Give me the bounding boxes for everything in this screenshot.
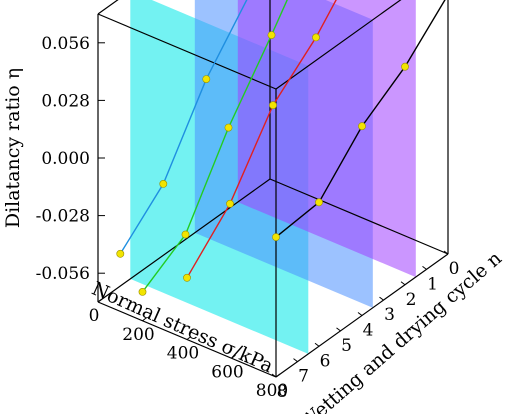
z-tick-label: 0.028 xyxy=(41,91,90,111)
data-point xyxy=(138,287,147,296)
x-tick-label: 200 xyxy=(122,325,154,345)
data-point xyxy=(226,199,234,208)
y-tick-label: 7 xyxy=(298,367,309,387)
data-point xyxy=(401,62,409,71)
z-tick-label: -0.028 xyxy=(36,207,90,227)
z-tick-label: 0.000 xyxy=(41,149,90,169)
y-tick xyxy=(314,342,320,347)
data-series xyxy=(116,0,446,296)
stage-planes xyxy=(130,0,416,354)
x-tick xyxy=(142,317,147,322)
data-point xyxy=(159,179,168,188)
data-point xyxy=(267,31,276,39)
z-tick-label: 0.056 xyxy=(41,34,90,54)
data-point xyxy=(315,198,323,207)
x-tick-label: 600 xyxy=(211,362,243,382)
z-axis-label: Dilatancy ratio η xyxy=(2,68,24,228)
stage-plane xyxy=(237,0,416,278)
y-tick-label: 4 xyxy=(363,321,374,341)
y-tick-label: 8 xyxy=(277,382,288,402)
x-tick xyxy=(231,354,236,359)
y-tick-label: 1 xyxy=(427,274,438,294)
y-tick xyxy=(400,281,406,286)
y-tick xyxy=(293,358,298,363)
y-tick-label: 0 xyxy=(449,259,460,279)
frame-edge xyxy=(97,13,277,90)
y-tick-label: 6 xyxy=(320,351,331,371)
y-tick xyxy=(443,250,449,255)
frame-edge xyxy=(269,178,449,255)
data-point xyxy=(202,75,211,83)
y-tick-label: 5 xyxy=(341,336,352,356)
z-tick-label: -0.056 xyxy=(36,264,90,284)
data-point xyxy=(224,123,233,132)
x-tick xyxy=(97,298,103,303)
y-tick xyxy=(379,296,384,301)
frame-edge xyxy=(97,178,271,303)
y-tick xyxy=(357,312,363,316)
x-tick-label: 400 xyxy=(167,344,199,364)
data-point xyxy=(272,233,280,241)
data-point xyxy=(116,249,125,258)
y-tick xyxy=(271,373,277,378)
y-tick xyxy=(336,327,341,332)
y-tick xyxy=(422,265,427,270)
data-point xyxy=(358,122,366,131)
x-tick-label: 800 xyxy=(256,381,288,401)
y-tick-label: 2 xyxy=(406,290,417,310)
data-point xyxy=(181,230,190,239)
frame-edge xyxy=(275,0,402,90)
x-tick-label: 0 xyxy=(89,306,100,326)
data-point xyxy=(183,273,191,282)
data-point xyxy=(312,33,320,42)
y-tick-label: 3 xyxy=(384,305,395,325)
x-tick xyxy=(275,373,281,378)
axis-ticks: 0.056 0.028 0.000 -0.028 -0.056 0 200 400 600 800… xyxy=(36,34,460,402)
data-point xyxy=(269,101,277,110)
x-tick xyxy=(186,336,192,340)
